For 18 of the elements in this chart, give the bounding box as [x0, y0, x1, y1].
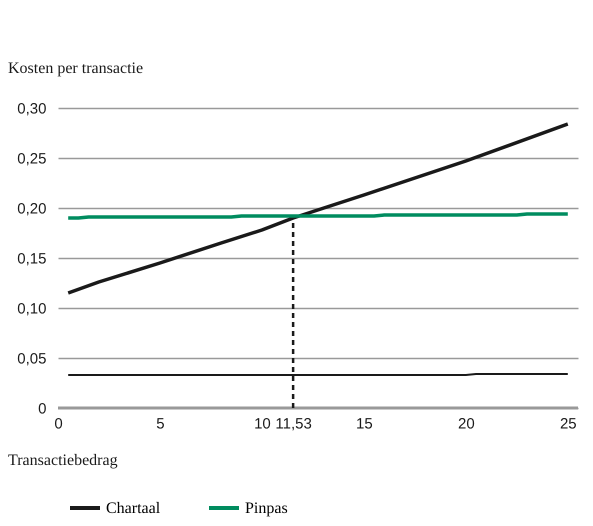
y-tick-label: 0,20: [17, 200, 46, 218]
y-tick-label: 0,15: [17, 250, 46, 268]
y-tick-label: 0,25: [17, 150, 46, 168]
legend-label: Pinpas: [245, 500, 288, 517]
y-tick-label: 0,30: [17, 100, 46, 118]
x-tick-label: 5: [156, 416, 165, 432]
y-tick-label: 0,05: [17, 350, 46, 368]
x-tick-label: 25: [560, 416, 577, 432]
x-tick-label: 0: [54, 416, 63, 432]
legend-label: Chartaal: [106, 500, 161, 517]
y-axis-title: Kosten per transactie: [8, 60, 144, 77]
x-tick-label: 10: [254, 416, 271, 432]
x-axis-title: Transactiebedrag: [8, 452, 118, 469]
y-tick-label: 0: [38, 400, 46, 418]
x-tick-label: 20: [458, 416, 475, 432]
x-tick-label: 15: [356, 416, 373, 432]
x-tick-label: 11,53: [275, 416, 312, 432]
y-tick-label: 0,10: [17, 300, 46, 318]
